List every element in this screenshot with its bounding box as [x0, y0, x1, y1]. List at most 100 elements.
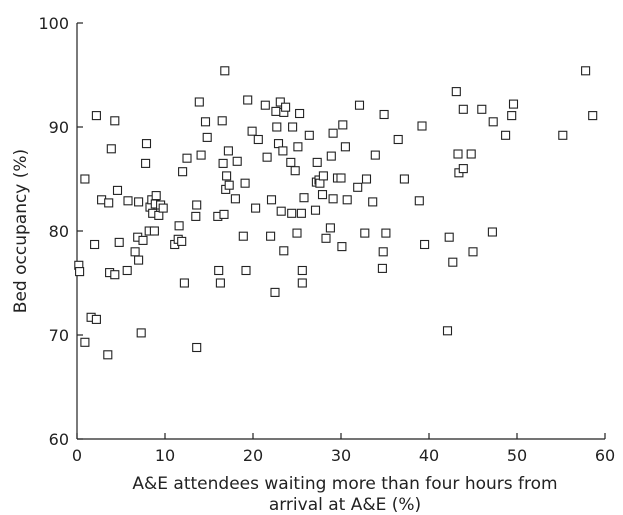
data-point: [337, 242, 347, 252]
data-point: [361, 174, 372, 184]
data-point: [310, 205, 321, 215]
data-point: [151, 191, 161, 201]
data-point: [266, 195, 277, 205]
data-point: [297, 265, 307, 276]
data-point: [288, 122, 298, 132]
x-axis-title-line2: arrival at A&E (%): [269, 495, 421, 515]
data-point: [276, 206, 286, 216]
data-point: [414, 196, 424, 206]
data-point: [296, 208, 306, 218]
data-point: [342, 195, 352, 205]
data-point: [141, 158, 151, 168]
data-point: [278, 146, 288, 156]
data-point: [488, 117, 498, 127]
data-point: [260, 100, 270, 110]
data-point: [312, 157, 322, 167]
data-point: [379, 109, 389, 120]
data-point: [103, 350, 113, 360]
data-point: [196, 150, 206, 160]
data-point: [223, 146, 233, 156]
data-point: [141, 139, 152, 149]
data-point: [251, 203, 261, 213]
data-point: [253, 134, 263, 145]
x-tick-label: 0: [72, 446, 82, 465]
data-points: [74, 66, 598, 360]
y-tick-label: 80: [49, 222, 69, 241]
data-point: [241, 265, 251, 276]
data-point: [123, 196, 133, 206]
data-point: [271, 106, 281, 116]
data-point: [487, 227, 497, 237]
data-point: [247, 126, 257, 136]
data-point: [297, 278, 307, 288]
data-point: [304, 130, 314, 140]
data-point: [328, 194, 338, 204]
data-point: [336, 173, 346, 183]
data-point: [317, 190, 328, 200]
data-point: [468, 247, 478, 257]
x-tick-label: 30: [331, 446, 351, 465]
data-point: [444, 232, 454, 242]
data-point: [220, 66, 230, 76]
data-point: [353, 182, 363, 192]
data-point: [360, 228, 370, 238]
y-axis-title: Bed occupancy (%): [11, 149, 31, 313]
data-point: [243, 95, 253, 105]
data-point: [287, 208, 297, 218]
y-tick-label: 100: [38, 14, 69, 33]
data-point: [110, 270, 120, 280]
data-point: [106, 144, 116, 154]
data-point: [581, 66, 591, 76]
data-point: [232, 156, 242, 166]
data-point: [508, 99, 519, 109]
data-point: [222, 171, 232, 181]
data-point: [224, 180, 234, 190]
x-tick-label: 50: [507, 446, 527, 465]
data-point: [80, 174, 90, 184]
data-point: [328, 128, 338, 138]
data-point: [272, 122, 282, 132]
data-point: [338, 120, 348, 130]
data-point: [230, 194, 240, 204]
data-point: [214, 265, 224, 276]
y-tick-label: 90: [49, 118, 69, 137]
data-point: [179, 278, 189, 288]
data-point: [458, 104, 468, 114]
data-point: [448, 257, 458, 267]
data-point: [262, 152, 272, 162]
data-point: [326, 151, 336, 161]
data-point: [192, 342, 202, 353]
x-tick-label: 60: [595, 446, 615, 465]
data-point: [325, 223, 335, 233]
data-point: [177, 236, 187, 246]
data-point: [91, 314, 101, 324]
data-point: [290, 166, 300, 176]
x-tick-label: 10: [155, 446, 175, 465]
data-point: [381, 228, 391, 238]
data-point: [399, 174, 409, 184]
data-point: [149, 226, 159, 236]
data-point: [191, 211, 201, 221]
data-point: [588, 111, 598, 121]
data-point: [266, 231, 276, 241]
data-point: [174, 221, 184, 231]
data-point: [292, 228, 302, 238]
data-point: [104, 198, 114, 208]
data-point: [420, 239, 430, 250]
data-point: [451, 87, 461, 97]
data-point: [279, 246, 289, 256]
data-point: [158, 203, 168, 213]
data-point: [377, 263, 387, 273]
data-point: [378, 247, 388, 257]
y-tick-label: 60: [49, 430, 69, 449]
data-point: [340, 142, 350, 152]
data-point: [110, 116, 120, 126]
data-point: [293, 142, 303, 152]
data-point: [194, 97, 204, 107]
data-point: [219, 209, 229, 219]
data-point: [393, 134, 403, 145]
data-point: [112, 185, 123, 195]
data-point: [202, 132, 212, 142]
ticks: 0 10 20 30 40 50 60 60 70 80 90 100: [38, 14, 615, 465]
